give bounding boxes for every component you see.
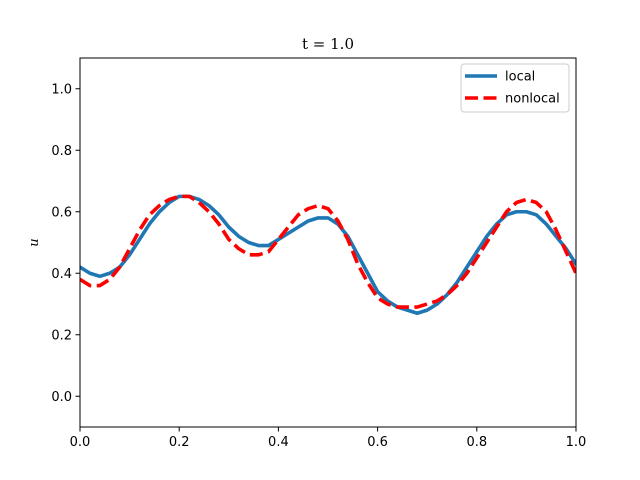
series-group [80, 194, 576, 316]
series-line-nonlocal [80, 194, 576, 309]
y-axis-label: u [27, 238, 42, 246]
y-tick-label: 0.8 [51, 144, 72, 159]
axes-background [80, 58, 576, 427]
y-tick-label: 1.0 [51, 82, 72, 97]
plot-area: 0.0 0.2 0.4 0.6 0.8 1.0 0.0 0.2 0.4 0.6 0.8 1.0 [51, 57, 587, 450]
axes-frame [79, 57, 577, 428]
series-line-local [80, 194, 576, 316]
y-tick-label: 0.2 [51, 328, 72, 343]
x-tick-label: 0.8 [466, 435, 487, 450]
chart-title: t = 1.0 [302, 35, 354, 53]
x-tick-label: 0.0 [70, 435, 91, 450]
x-tick-label: 0.2 [169, 435, 190, 450]
y-tick-label: 0.0 [51, 390, 72, 405]
legend-label-nonlocal: nonlocal [505, 92, 560, 107]
x-tick-label: 0.4 [268, 435, 289, 450]
legend: local nonlocal [460, 63, 570, 113]
x-tick-label: 0.6 [367, 435, 388, 450]
legend-label-local: local [505, 70, 535, 85]
y-tick-label: 0.4 [51, 267, 72, 282]
y-tick-label: 0.6 [51, 205, 72, 220]
x-tick-label: 1.0 [566, 435, 587, 450]
